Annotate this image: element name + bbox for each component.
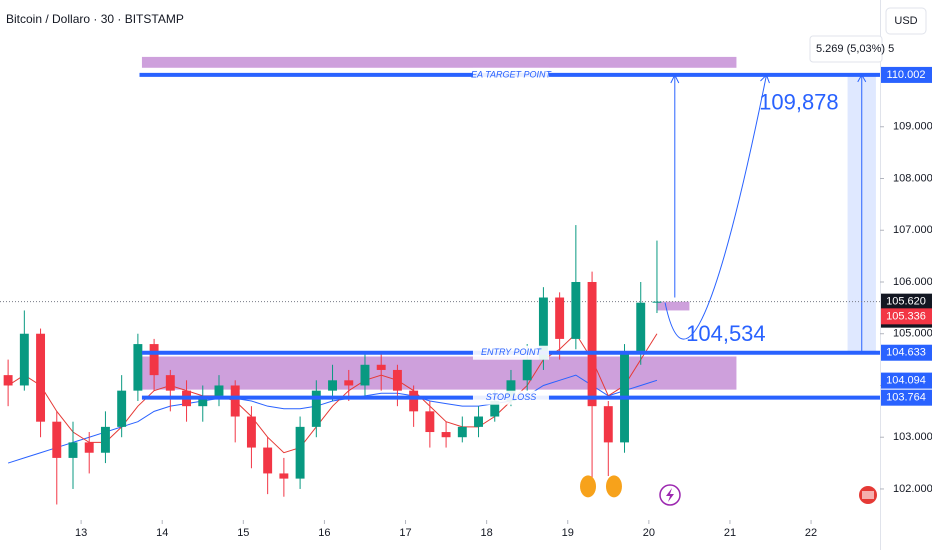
x-tick-label: 19	[562, 527, 574, 539]
candle-body	[474, 416, 483, 427]
y-tick-label: 108.000	[893, 172, 932, 184]
candle-body	[214, 385, 224, 396]
marker	[605, 475, 622, 498]
level-label: STOP LOSS	[486, 392, 537, 402]
zone	[141, 356, 737, 390]
candle-body	[652, 301, 662, 303]
candle-body	[538, 297, 548, 360]
price-tag	[881, 344, 932, 361]
price-tag-label: 104.094	[886, 375, 926, 387]
measure-label: 5.269 (5,03%) 5	[816, 43, 894, 55]
y-tick-label: 109.000	[893, 121, 932, 133]
candle-body	[636, 302, 646, 355]
candle-body	[19, 333, 29, 386]
annotation: 109,878	[759, 89, 839, 114]
measure-box	[809, 35, 883, 63]
candle-body	[68, 442, 78, 458]
flag-stripes	[862, 491, 874, 499]
price-tag	[881, 389, 932, 406]
level-label-bg	[472, 390, 549, 405]
x-tick-label: 22	[805, 527, 817, 539]
candle-body	[246, 416, 256, 448]
candle-body	[133, 344, 143, 391]
candle-body	[490, 400, 500, 417]
candle-body	[344, 380, 354, 386]
candle-body	[328, 380, 337, 391]
candle-body	[587, 281, 597, 407]
level-label-bg	[472, 345, 549, 360]
candle-body	[117, 390, 127, 427]
price-tag-label: 105.620	[886, 296, 926, 308]
price-tag	[881, 308, 932, 325]
price-tag-label: 104.633	[886, 347, 926, 359]
y-tick-label: 103.000	[893, 431, 932, 443]
candle-body	[311, 390, 321, 427]
price-tag-label: 105.336	[886, 310, 926, 322]
price-tag	[881, 372, 932, 389]
projection-arrow-head	[670, 73, 680, 84]
candle-body	[100, 426, 110, 453]
chart-title: Bitcoin / Dollaro · 30 · BITSTAMP	[6, 12, 184, 26]
price-tag-label: 103.764	[886, 392, 926, 404]
candle-body	[571, 281, 581, 339]
x-tick-label: 14	[156, 527, 168, 539]
candle-body	[506, 380, 516, 401]
x-tick-label: 13	[75, 527, 87, 539]
candle-body	[36, 333, 46, 422]
currency[interactable]: USD	[894, 15, 917, 27]
currency-box[interactable]	[885, 7, 927, 35]
candle-body	[84, 442, 94, 453]
zone	[141, 56, 737, 68]
candle-body	[279, 473, 289, 479]
candle-body	[457, 426, 467, 438]
level-label-bg	[472, 67, 549, 82]
x-tick-label: 20	[643, 527, 655, 539]
candle-body	[165, 375, 175, 391]
y-tick-label: 102.000	[893, 483, 932, 495]
lightning	[666, 488, 674, 502]
marker	[580, 475, 597, 498]
x-tick-label: 15	[237, 527, 249, 539]
y-tick-label: 106.000	[893, 276, 932, 288]
candle-body	[555, 297, 565, 339]
event-icon[interactable]	[659, 484, 681, 506]
candle-body	[425, 411, 435, 433]
candle-body	[376, 364, 386, 370]
candle-body	[295, 426, 305, 479]
projection-curve-head	[760, 74, 770, 84]
annotation: 104,534	[686, 321, 766, 346]
price-tag-label: 110.002	[887, 69, 926, 81]
candle-body	[149, 344, 159, 376]
y-tick-label: 105.000	[893, 328, 932, 340]
candle-body	[409, 390, 419, 412]
candle-body	[441, 432, 451, 438]
x-tick-label: 21	[724, 527, 736, 539]
candle-body	[52, 421, 62, 458]
level-label: ENTRY POINT	[481, 347, 543, 357]
candle-body	[198, 395, 208, 407]
candle-body	[392, 369, 402, 391]
level-label: EA TARGET POINT	[471, 69, 553, 79]
candle-body	[230, 385, 240, 417]
candle-body	[3, 375, 13, 386]
x-tick-label: 16	[318, 527, 330, 539]
candle-body	[603, 406, 613, 443]
candle-body	[522, 359, 532, 381]
zone	[656, 301, 690, 311]
x-tick-label: 17	[399, 527, 411, 539]
candle-body	[360, 364, 370, 386]
price-tag	[881, 66, 932, 83]
candle-body	[263, 447, 273, 474]
x-tick-label: 18	[481, 527, 493, 539]
y-tick-label: 107.000	[893, 224, 932, 236]
projection-curve	[664, 74, 767, 340]
